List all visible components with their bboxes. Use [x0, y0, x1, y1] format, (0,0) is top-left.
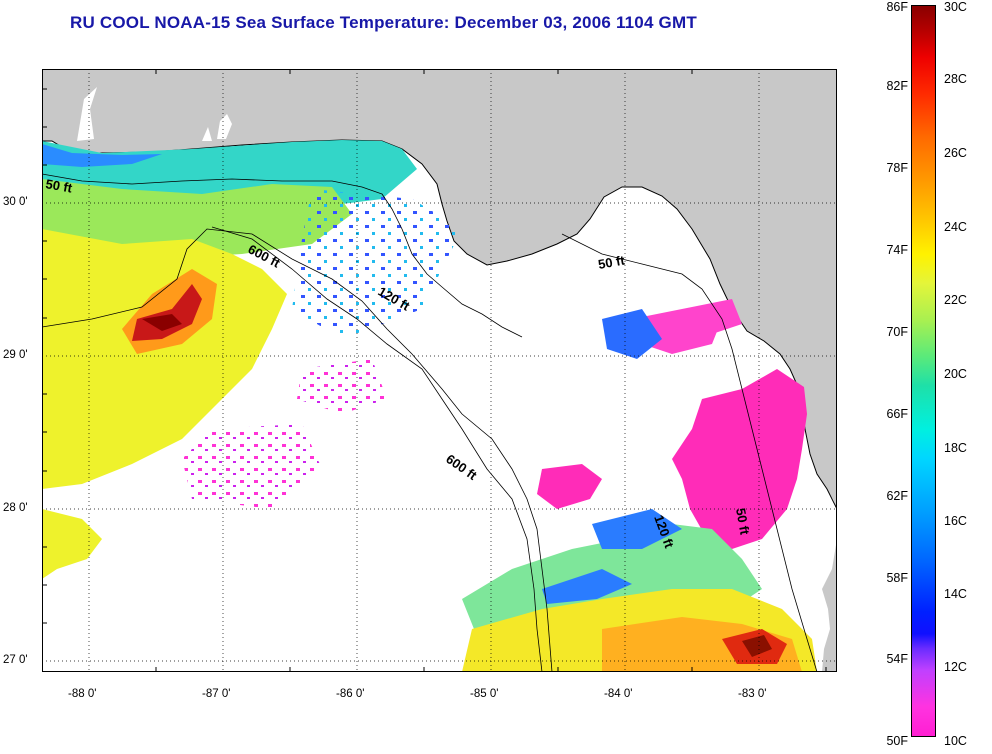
- sst-pink-stray: [182, 359, 387, 509]
- contour-label-50ft-west: 50 ft: [44, 176, 74, 196]
- sst-yellow-west: [42, 229, 287, 489]
- colorbar-label-86f: 86F: [886, 0, 908, 14]
- sst-blue-stray: [292, 189, 462, 339]
- sst-pink-offshore: [537, 464, 602, 509]
- lat-label-29: 29 0': [3, 349, 28, 361]
- map-border: [42, 69, 837, 672]
- lat-label-30: 30 0': [3, 196, 28, 208]
- colorbar-label-28c: 28C: [944, 72, 967, 86]
- contour-600ft: [211, 226, 543, 673]
- contour-label-50ft-south: 50 ft: [733, 507, 753, 537]
- contour-120ft: [41, 228, 553, 673]
- lon-label-83: -83 0': [738, 688, 767, 700]
- colorbar-label-14c: 14C: [944, 587, 967, 601]
- lat-label-28: 28 0': [3, 502, 28, 514]
- colorbar-label-66f: 66F: [886, 407, 908, 421]
- colorbar-label-12c: 12C: [944, 660, 967, 674]
- sst-darkred-core: [142, 314, 182, 331]
- colorbar-label-22c: 22C: [944, 293, 967, 307]
- land-north-panhandle: [42, 69, 837, 509]
- colorbar-label-82f: 82F: [886, 79, 908, 93]
- colorbar-label-78f: 78F: [886, 161, 908, 175]
- colorbar-label-18c: 18C: [944, 441, 967, 455]
- sst-blue-nearshore: [42, 144, 162, 167]
- contour-50ft-west: [41, 173, 523, 338]
- colorbar-label-24c: 24C: [944, 220, 967, 234]
- lon-label-88: -88 0': [68, 688, 97, 700]
- colorbar-label-26c: 26C: [944, 146, 967, 160]
- sst-yellow-southwest: [42, 509, 102, 579]
- colorbar-label-54f: 54F: [886, 652, 908, 666]
- sst-blue-south: [542, 509, 682, 604]
- lon-label-85: -85 0': [470, 688, 499, 700]
- lat-label-27: 27 0': [3, 654, 28, 666]
- colorbar-label-20c: 20C: [944, 367, 967, 381]
- coastline: [42, 139, 838, 510]
- contour-label-50ft-bigbend: 50 ft: [597, 252, 627, 272]
- colorbar-label-30c: 30C: [944, 0, 967, 14]
- lon-label-84: -84 0': [604, 688, 633, 700]
- sst-darkred-south: [742, 635, 772, 657]
- colorbar-label-16c: 16C: [944, 514, 967, 528]
- lon-label-87: -87 0': [202, 688, 231, 700]
- colorbar-label-62f: 62F: [886, 489, 908, 503]
- graticule: [42, 69, 837, 672]
- sst-pink-bigbend: [672, 369, 807, 549]
- map-title: RU COOL NOAA-15 Sea Surface Temperature:…: [70, 13, 697, 32]
- lon-label-86: -86 0': [336, 688, 365, 700]
- contour-50ft-bigbend: [561, 233, 818, 673]
- temperature-colorbar: [911, 5, 936, 737]
- land-peninsula: [822, 509, 837, 672]
- sst-map[interactable]: 50 ft 600 ft 120 ft 50 ft 600 ft 120 ft …: [41, 69, 838, 673]
- sst-blue-nw: [602, 309, 662, 359]
- colorbar-label-50f: 50F: [886, 734, 908, 748]
- colorbar-label-10c: 10C: [944, 734, 967, 748]
- colorbar-label-70f: 70F: [886, 325, 908, 339]
- sst-red-patch: [132, 284, 202, 341]
- colorbar-label-74f: 74F: [886, 243, 908, 257]
- colorbar-label-58f: 58F: [886, 571, 908, 585]
